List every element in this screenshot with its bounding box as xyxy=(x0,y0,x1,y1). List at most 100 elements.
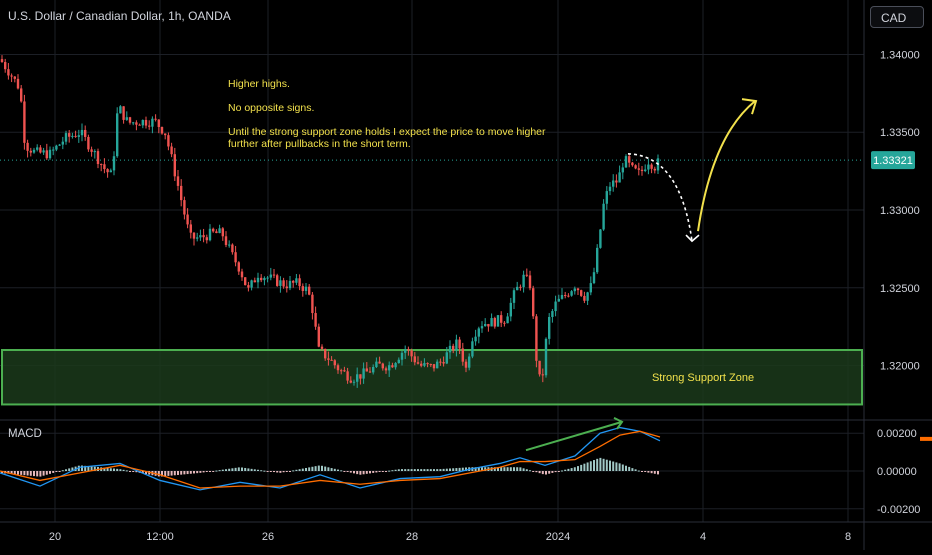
candle-body xyxy=(314,313,317,327)
macd-histogram-bar xyxy=(429,469,432,471)
candle-body xyxy=(266,277,269,279)
candle-body xyxy=(77,135,80,137)
time-axis-label: 28 xyxy=(406,531,418,543)
currency-button[interactable]: CAD xyxy=(870,6,924,28)
macd-histogram-bar xyxy=(385,471,387,472)
macd-histogram-bar xyxy=(346,471,349,472)
macd-histogram-bar xyxy=(359,471,362,475)
candle-body xyxy=(538,360,541,375)
macd-histogram-bar xyxy=(263,470,266,472)
macd-histogram-bar xyxy=(135,471,138,473)
candle-body xyxy=(308,286,311,295)
macd-histogram-bar xyxy=(33,471,35,477)
macd-histogram-bar xyxy=(237,467,240,471)
candle-body xyxy=(132,122,135,124)
macd-histogram-bar xyxy=(391,470,394,472)
macd-histogram-bar xyxy=(407,469,410,471)
candle-body xyxy=(484,324,487,327)
candle-body xyxy=(160,127,164,134)
macd-histogram-bar xyxy=(87,466,90,471)
macd-histogram-bar xyxy=(276,471,279,473)
candles xyxy=(0,55,660,388)
candle-body xyxy=(391,365,394,368)
candle-body xyxy=(100,164,103,166)
candle-body xyxy=(196,237,199,239)
candle-body xyxy=(39,147,42,153)
macd-histogram-bar xyxy=(628,466,631,471)
macd-histogram-bar xyxy=(362,471,365,475)
candle-body xyxy=(141,119,144,126)
candle-body xyxy=(324,348,327,359)
candle-body xyxy=(624,156,628,168)
candle-body xyxy=(4,62,7,70)
macd-histogram-bar xyxy=(573,467,576,471)
candle-body xyxy=(596,247,599,273)
divergence-line xyxy=(525,420,623,452)
candle-body xyxy=(87,136,90,150)
macd-histogram-bar xyxy=(372,471,375,473)
candle-body xyxy=(346,371,349,381)
candle-body xyxy=(221,228,224,237)
macd-histogram-bar xyxy=(538,471,541,474)
candle-body xyxy=(173,154,176,177)
macd-histogram-bar xyxy=(420,469,423,471)
candle-body xyxy=(103,164,106,170)
rally-arrow xyxy=(697,100,756,232)
macd-histogram-bar xyxy=(404,469,407,471)
candle-body xyxy=(154,118,157,120)
macd-histogram-bar xyxy=(90,466,93,471)
candle-body xyxy=(586,292,589,301)
macd-histogram-bar xyxy=(125,470,128,472)
macd-histogram-bar xyxy=(561,470,563,472)
macd-histogram-bar xyxy=(116,468,119,471)
candle-body xyxy=(234,252,237,263)
candle-body xyxy=(295,278,298,283)
macd-histogram-bar xyxy=(167,471,170,476)
candle-body xyxy=(7,69,10,76)
candle-body xyxy=(237,262,240,272)
candle-body xyxy=(352,381,356,383)
candle-body xyxy=(378,361,381,364)
candle-body xyxy=(128,117,132,123)
candle-body xyxy=(93,151,96,153)
candle-body xyxy=(0,59,4,63)
candle-body xyxy=(356,374,359,382)
macd-histogram-bar xyxy=(465,467,467,471)
macd-histogram-bar xyxy=(599,457,602,471)
macd-histogram-bar xyxy=(170,471,173,476)
macd-histogram-bar xyxy=(497,467,499,471)
candle-body xyxy=(503,322,506,324)
macd-histogram-bar xyxy=(637,470,640,472)
macd-histogram-bar xyxy=(186,471,189,475)
candle-body xyxy=(180,185,183,201)
candle-body xyxy=(368,371,372,373)
macd-histogram-bar xyxy=(657,471,659,475)
macd-histogram-bar xyxy=(589,461,592,471)
support-zone xyxy=(1,349,863,406)
macd-histogram-bar xyxy=(413,469,416,471)
candle-body xyxy=(532,288,535,317)
macd-histogram-bar xyxy=(231,468,234,471)
macd-histogram-bar xyxy=(330,468,333,471)
candle-body xyxy=(144,119,148,126)
macd-histogram-bar xyxy=(209,471,211,472)
macd-histogram-bar xyxy=(61,470,64,472)
candle-body xyxy=(122,106,125,120)
macd-histogram-bar xyxy=(455,468,458,471)
candle-body xyxy=(423,363,426,366)
candle-body xyxy=(164,133,167,136)
macd-histogram-bar xyxy=(653,471,656,474)
macd-histogram-bar xyxy=(106,467,109,471)
macd-value-marker xyxy=(920,436,932,441)
candle-body xyxy=(468,356,471,368)
candle-body xyxy=(420,363,423,366)
macd-histogram-bar xyxy=(375,471,378,473)
macd-histogram-bar xyxy=(477,467,480,471)
candle-body xyxy=(397,359,400,364)
candle-body xyxy=(564,295,567,297)
annotation-line-3: Until the strong support zone holds I ex… xyxy=(228,126,546,150)
candle-body xyxy=(52,149,55,151)
candle-body xyxy=(362,368,365,379)
